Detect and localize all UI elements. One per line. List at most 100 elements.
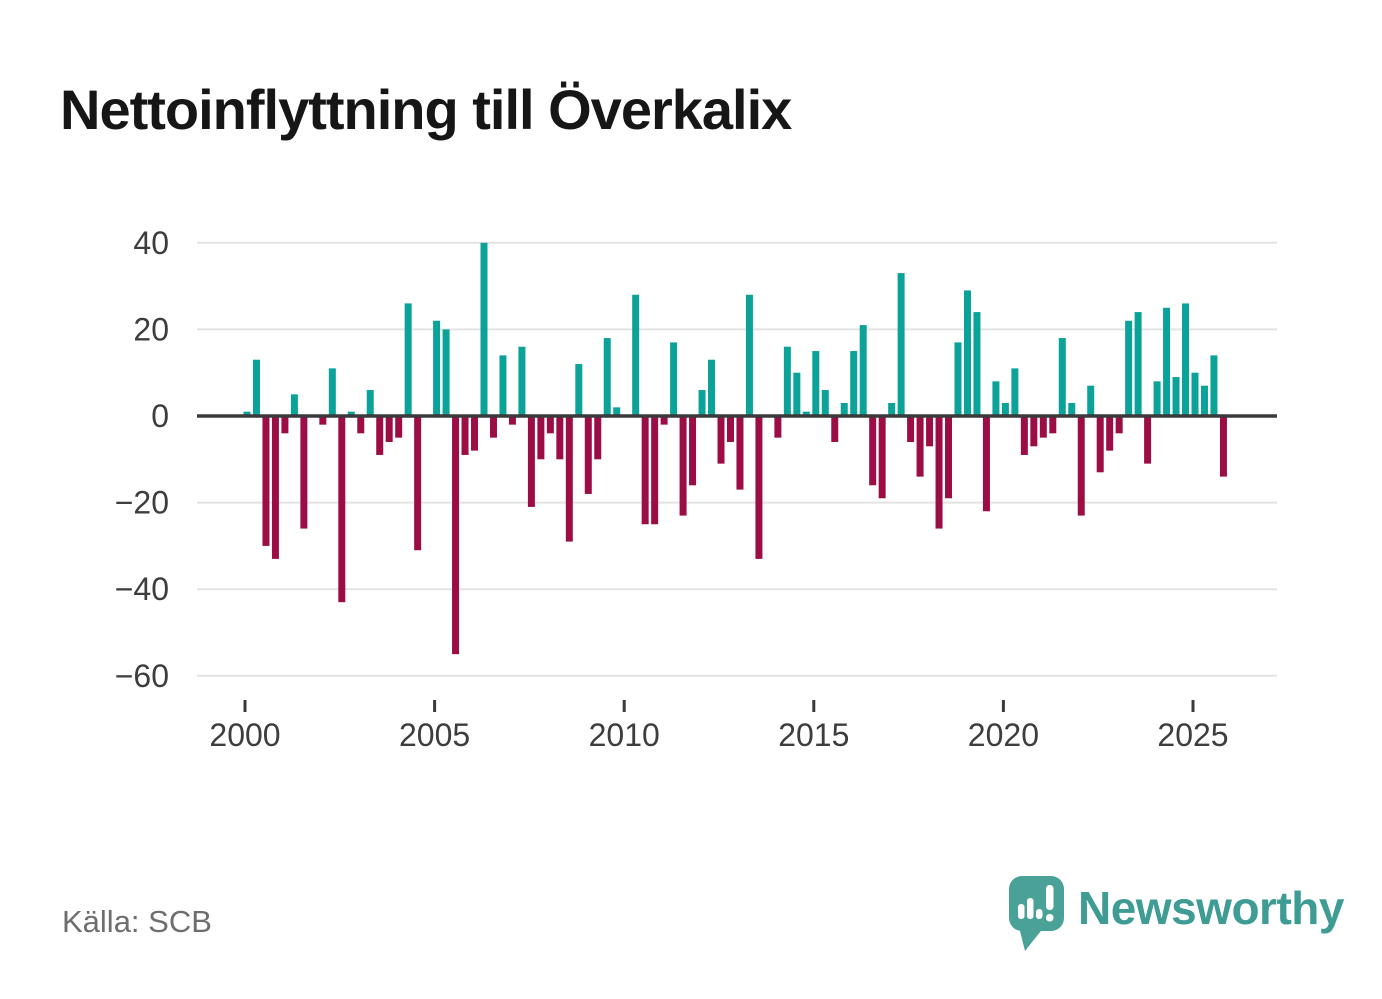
bar-2000Q4 [271,416,279,559]
x-tick-label: 2000 [209,717,280,753]
bar-2013Q2 [745,294,753,416]
y-tick-label: −20 [115,485,169,521]
bar-2007Q4 [537,416,545,460]
page-title: Nettoinflyttning till Överkalix [60,78,792,141]
bar-2006Q4 [499,355,507,416]
bar-2017Q1 [888,403,896,416]
speech-bubble-bar-chart-exclamation-icon [1009,876,1064,951]
bar-2021Q1 [1039,416,1047,438]
bar-2011Q3 [679,416,687,516]
y-tick-label: 40 [133,225,169,261]
x-tick-label: 2025 [1157,717,1228,753]
bar-2016Q4 [878,416,886,499]
bar-2025Q3 [1210,355,1218,416]
bar-2025Q1 [1191,372,1199,416]
bar-2019Q2 [973,312,981,416]
bar-2006Q1 [471,416,479,451]
bar-2014Q1 [774,416,782,438]
bar-2003Q3 [376,416,384,455]
bar-2017Q3 [907,416,915,442]
bar-2015Q2 [821,390,829,416]
bar-2001Q1 [281,416,289,434]
bar-2000Q1 [243,411,251,416]
bar-2022Q3 [1096,416,1104,473]
bar-2023Q4 [1144,416,1152,464]
bar-2021Q2 [1049,416,1057,434]
bar-2010Q2 [632,294,640,416]
bar-2012Q4 [726,416,734,442]
bar-2020Q4 [1030,416,1038,447]
bar-2015Q4 [840,403,848,416]
bar-2013Q1 [736,416,744,490]
bar-2023Q1 [1115,416,1123,434]
bar-2021Q3 [1058,338,1066,416]
bar-2008Q4 [575,364,583,416]
bar-2024Q3 [1172,377,1180,416]
bar-2022Q2 [1087,385,1095,416]
bar-2005Q4 [461,416,469,455]
bar-2004Q1 [395,416,403,438]
bar-2014Q2 [783,346,791,416]
bar-2001Q2 [290,394,298,416]
bar-2014Q3 [793,372,801,416]
bar-2009Q2 [594,416,602,460]
bar-2001Q3 [300,416,308,529]
bar-2018Q1 [926,416,934,447]
y-tick-label: −60 [115,658,169,694]
bar-2016Q1 [850,351,858,416]
y-tick-label: 20 [133,311,169,347]
bar-2019Q1 [963,290,971,416]
bar-2003Q1 [357,416,365,434]
bar-2018Q2 [935,416,943,529]
bar-2016Q3 [869,416,877,486]
bar-2004Q2 [404,303,412,416]
bar-2002Q2 [328,368,336,416]
bar-2024Q2 [1163,307,1171,416]
bar-2008Q3 [565,416,573,542]
bar-2009Q4 [613,407,621,416]
bar-2013Q3 [755,416,763,559]
bar-2002Q4 [347,411,355,416]
bar-2023Q2 [1125,320,1133,416]
bar-2000Q2 [252,359,260,416]
bar-2010Q4 [651,416,659,525]
bar-2002Q3 [338,416,346,603]
bar-2022Q4 [1106,416,1114,451]
bar-2024Q1 [1153,381,1161,416]
bar-2015Q1 [812,351,820,416]
bar-2009Q3 [603,338,611,416]
bar-2022Q1 [1077,416,1085,516]
bar-2012Q2 [708,359,716,416]
x-tick-label: 2020 [968,717,1039,753]
bar-2009Q1 [584,416,592,494]
bar-2011Q4 [689,416,697,486]
bar-2025Q2 [1200,385,1208,416]
bar-2007Q2 [518,346,526,416]
bar-2025Q4 [1219,416,1227,477]
bar-2012Q3 [717,416,725,464]
bar-2000Q3 [262,416,270,546]
bar-2018Q4 [954,342,962,416]
x-tick-label: 2005 [399,717,470,753]
bar-2016Q2 [859,325,867,416]
bar-2005Q1 [433,320,441,416]
bar-2003Q4 [385,416,393,442]
bar-2011Q2 [670,342,678,416]
bar-2010Q3 [641,416,649,525]
bar-2007Q3 [527,416,535,507]
bar-2008Q2 [556,416,564,460]
bar-2007Q1 [508,416,516,425]
bar-2005Q3 [452,416,460,655]
bar-2017Q4 [916,416,924,477]
bar-2008Q1 [546,416,554,434]
bar-2011Q1 [660,416,668,425]
bar-2003Q2 [366,390,374,416]
bar-2006Q3 [489,416,497,438]
bar-2023Q3 [1134,312,1142,416]
bar-2005Q2 [442,329,450,416]
bar-2021Q4 [1068,403,1076,416]
bar-2015Q3 [831,416,839,442]
bar-2020Q3 [1020,416,1028,455]
bar-2024Q4 [1182,303,1190,416]
